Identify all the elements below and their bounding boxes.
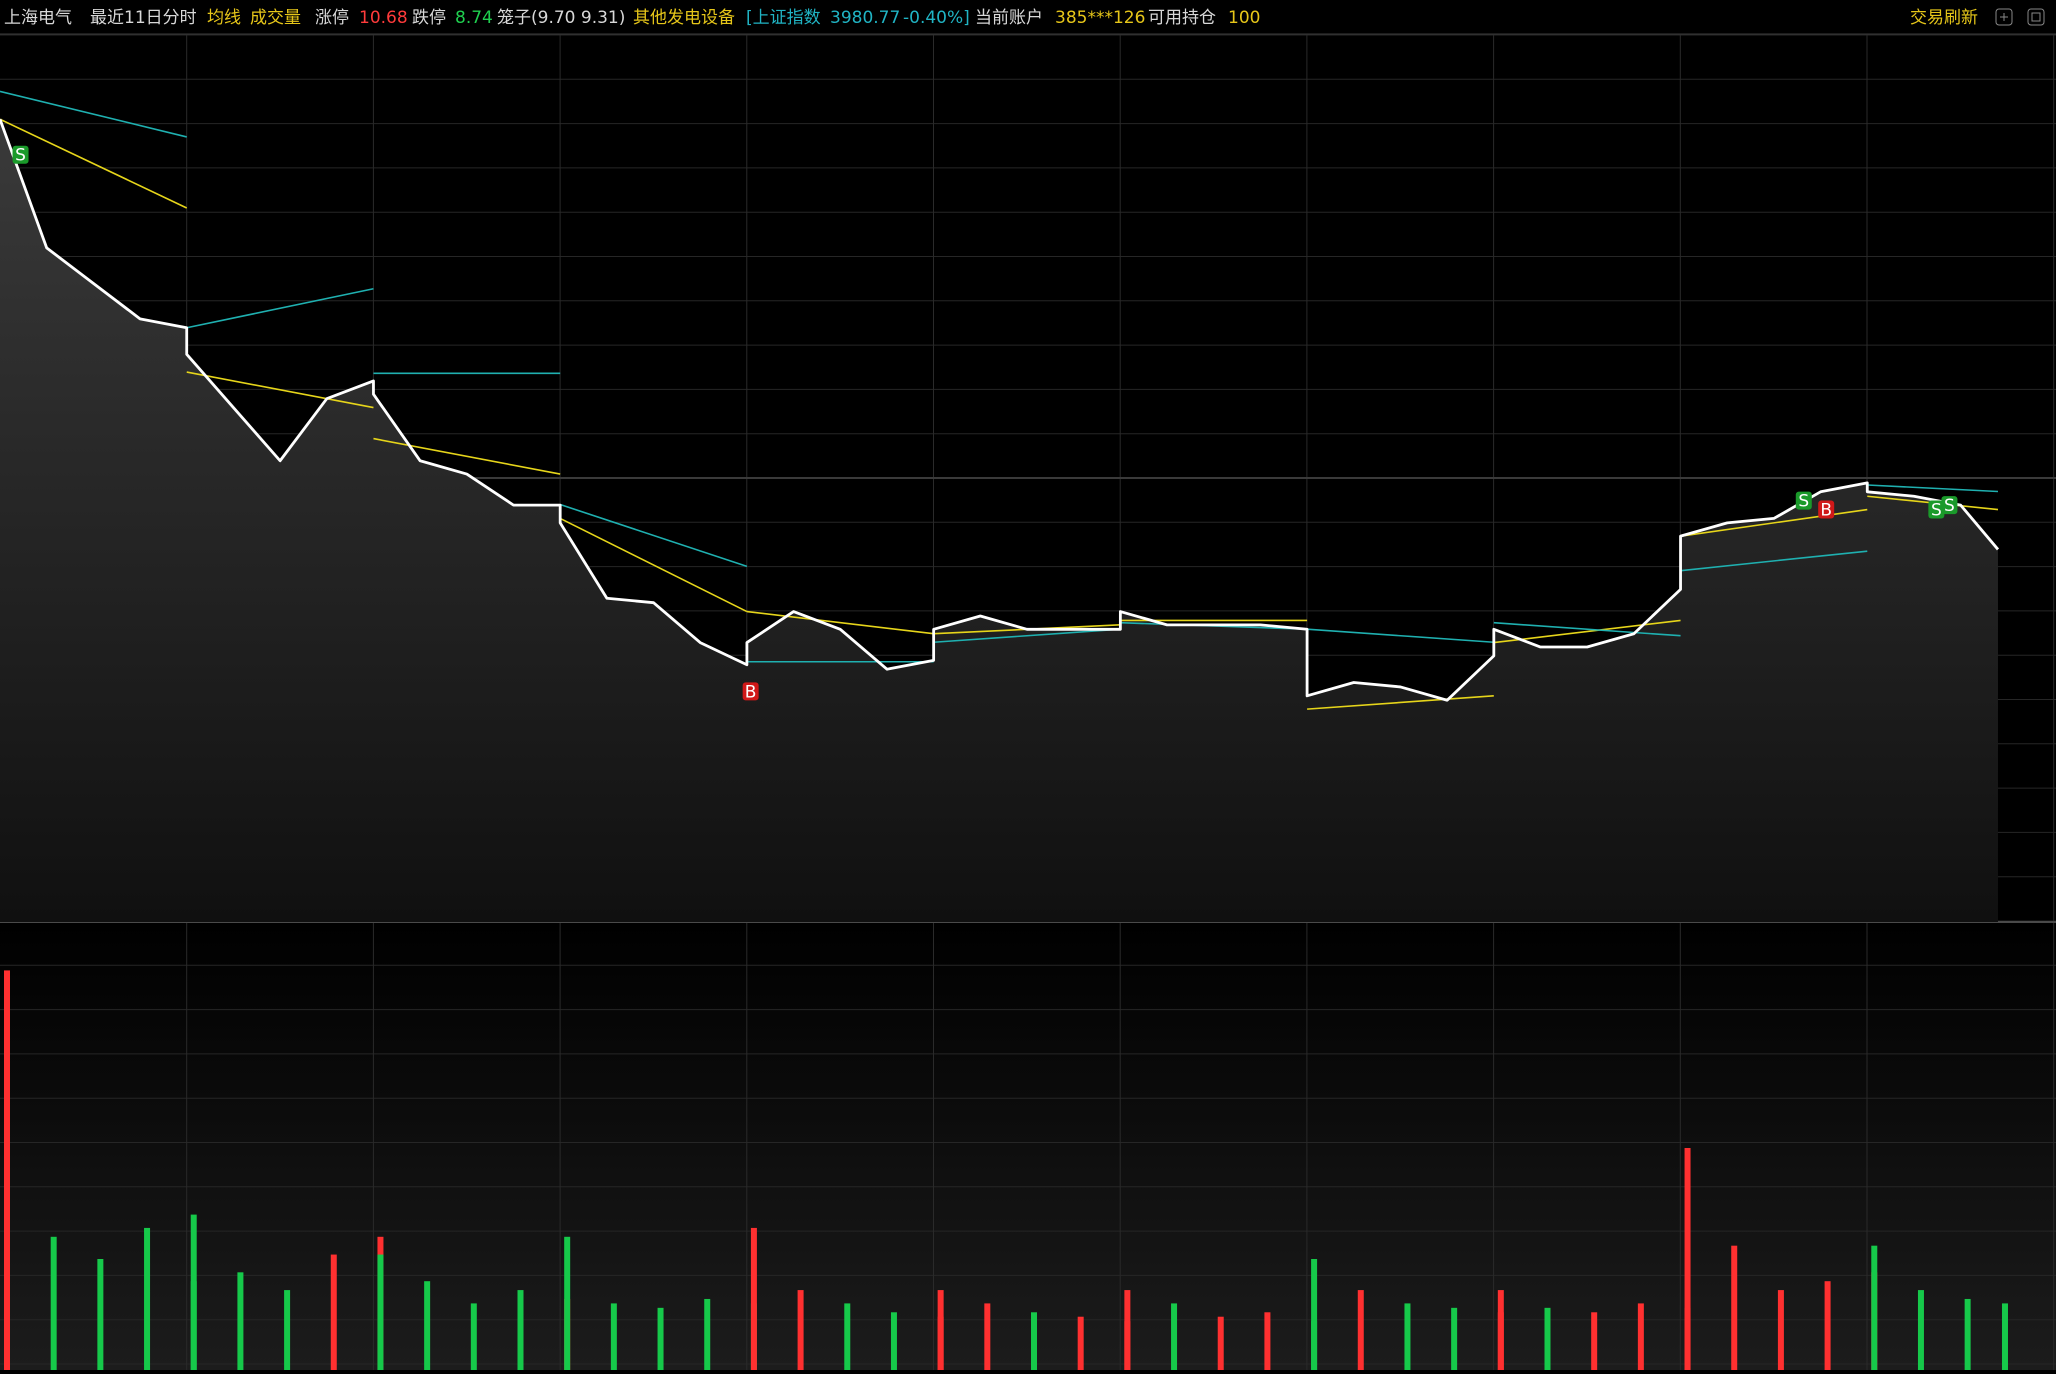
volume-bar: [844, 1303, 851, 1370]
volume-bar: [1451, 1307, 1458, 1370]
volume-bar: [797, 1290, 804, 1370]
volume-bar: [610, 1303, 617, 1370]
trade-label: S: [1944, 496, 1955, 516]
volume-bar: [1637, 1303, 1644, 1370]
trade-marker: [1818, 500, 1835, 519]
volume-bar: [2001, 1303, 2008, 1370]
price-area: [0, 119, 1998, 922]
volume-bar: [1217, 1316, 1224, 1370]
trade-label: B: [745, 682, 757, 702]
limit-up: 10.68: [359, 8, 408, 28]
average-line: [1493, 619, 1681, 644]
volume-bar: [4, 970, 10, 1370]
cage: 笼子(9.70 9.31): [497, 8, 625, 28]
trade-marker: [1928, 500, 1945, 519]
volume-bar: [1591, 1312, 1598, 1370]
volume-bar: [377, 1254, 384, 1370]
average-line: [186, 371, 374, 409]
average-line: [1680, 508, 1868, 537]
refresh-button[interactable]: 交易刷新: [1910, 8, 1978, 28]
volume-background: [0, 922, 2056, 1370]
index-label: [上证指数: [746, 8, 821, 28]
volume-bar: [1871, 1245, 1878, 1370]
index-line: [186, 287, 374, 329]
index-line: [1867, 484, 1999, 493]
volume-bar: [1497, 1290, 1504, 1370]
average-line: [373, 437, 561, 475]
trade-label: S: [1931, 501, 1942, 521]
price-line: [0, 118, 2000, 702]
average-line: [746, 610, 934, 635]
trade-label: S: [1798, 492, 1809, 512]
index-value: 3980.77: [830, 8, 900, 28]
limit-down-label: 跌停: [412, 8, 446, 28]
volume-toggle[interactable]: 成交量: [250, 8, 301, 28]
volume-bar: [1544, 1307, 1551, 1370]
stock-name: 上海电气: [4, 8, 72, 28]
index-line: [1307, 628, 1494, 644]
volume-bar: [564, 1236, 571, 1370]
volume-bar: [517, 1290, 524, 1370]
volume-bar: [984, 1303, 991, 1370]
volume-bar: [1031, 1312, 1037, 1370]
account-label: 当前账户: [975, 8, 1043, 28]
volume-bar: [284, 1290, 291, 1370]
volume-bar: [1684, 1148, 1691, 1370]
account: 385***126: [1055, 8, 1145, 28]
trade-marker: [1941, 496, 1958, 515]
index-line: [933, 628, 1121, 644]
volume-bar: [144, 1227, 151, 1370]
volume-bar: [470, 1303, 477, 1370]
volume-bar: [1077, 1316, 1084, 1370]
avg-toggle[interactable]: 均线: [207, 8, 241, 28]
index-line: [559, 503, 748, 568]
volume-bar: [1311, 1259, 1318, 1370]
volume-bar: [330, 1254, 337, 1370]
volume-bar: [890, 1312, 897, 1370]
volume-bar: [937, 1290, 944, 1370]
index-line: [0, 90, 187, 138]
limit-up-label: 涨停: [315, 8, 349, 28]
volume-bar: [237, 1272, 244, 1370]
position-label: 可用持仓: [1148, 8, 1216, 28]
volume-bar: [1731, 1245, 1738, 1370]
volume-bar: [1404, 1303, 1411, 1370]
trade-marker: [1795, 491, 1812, 510]
index-line: [1680, 550, 1868, 572]
zoom-icon[interactable]: [1995, 8, 2013, 26]
volume-bar: [1171, 1303, 1178, 1370]
volume-bar: [1357, 1290, 1364, 1370]
volume-bar: [1264, 1312, 1271, 1370]
average-line: [0, 118, 188, 209]
limit-down: 8.74: [455, 8, 493, 28]
volume-bar: [1124, 1290, 1131, 1370]
average-line: [1307, 695, 1494, 710]
expand-icon-inner: [2031, 12, 2041, 22]
sector[interactable]: 其他发电设备: [633, 8, 735, 28]
volume-bar: [50, 1236, 57, 1370]
volume-bar: [1777, 1290, 1784, 1370]
trade-marker: [742, 682, 759, 701]
volume-bar: [657, 1307, 664, 1370]
position: 100: [1228, 8, 1260, 28]
volume-bar: [190, 1214, 197, 1370]
expand-icon[interactable]: [2027, 8, 2045, 26]
volume-bar: [750, 1227, 757, 1370]
volume-bar: [1824, 1281, 1831, 1370]
volume-bar: [704, 1298, 711, 1370]
volume-bar: [1964, 1298, 1971, 1370]
volume-bar: [1917, 1290, 1924, 1370]
volume-bar: [424, 1281, 431, 1370]
trade-label: B: [1820, 501, 1832, 521]
average-line: [559, 517, 748, 613]
volume-bar: [97, 1259, 104, 1370]
index-line: [1493, 621, 1681, 637]
header: 上海电气 最近11日分时 均线 成交量 涨停 10.68 跌停 8.74 笼子(…: [4, 8, 2045, 28]
range[interactable]: 最近11日分时: [90, 8, 197, 28]
trade-label: S: [15, 146, 26, 166]
index-change: -0.40%]: [903, 8, 970, 28]
trade-marker: [12, 145, 29, 164]
